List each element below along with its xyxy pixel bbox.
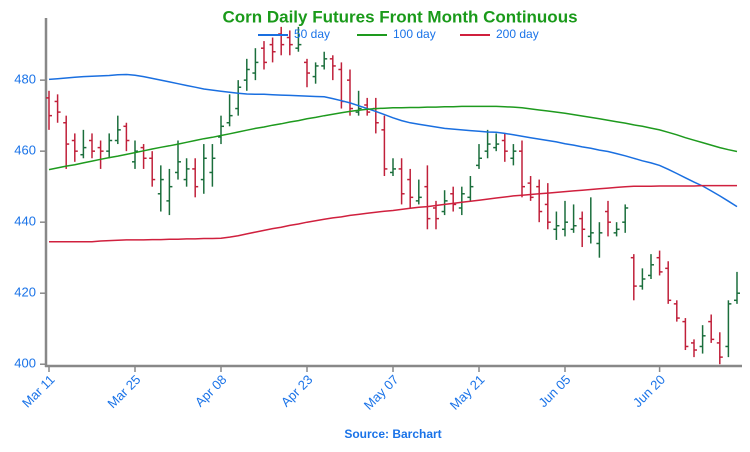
x-tick-label: May 07: [361, 372, 402, 413]
moving-average-line: [48, 105, 738, 171]
y-tick-label: 400: [14, 356, 36, 371]
y-tick-label: 440: [14, 214, 36, 229]
x-tick-label: Mar 25: [104, 372, 143, 411]
y-tick-label: 460: [14, 143, 36, 158]
legend-label: 50 day: [294, 27, 330, 41]
legend-label: 200 day: [496, 27, 539, 41]
moving-average-line: [49, 184, 737, 243]
x-tick-label: Apr 23: [278, 372, 316, 410]
x-tick-label: Jun 20: [630, 372, 668, 410]
chart-title: Corn Daily Futures Front Month Continuou…: [222, 7, 577, 26]
source-note: Source: Barchart: [344, 427, 441, 441]
legend-label: 100 day: [393, 27, 436, 41]
y-tick-label: 420: [14, 285, 36, 300]
moving-average-line: [48, 73, 738, 208]
x-tick-label: Apr 08: [192, 372, 230, 410]
x-tick-label: May 21: [447, 372, 488, 413]
y-tick-label: 480: [14, 72, 36, 87]
x-tick-label: Mar 11: [19, 372, 58, 411]
x-tick-label: Jun 05: [535, 372, 573, 410]
